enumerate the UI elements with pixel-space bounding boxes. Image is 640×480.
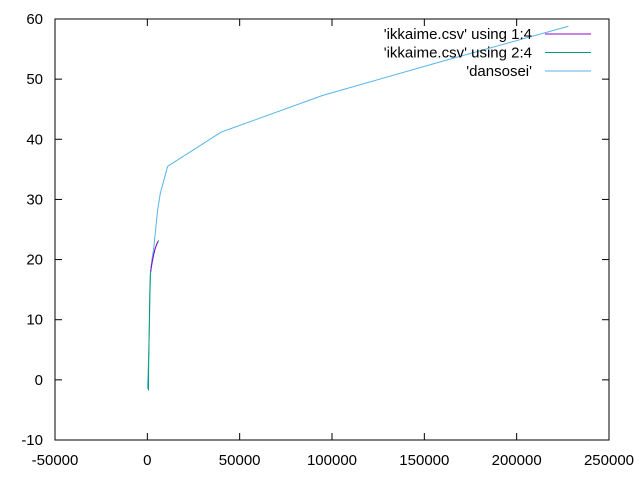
y-tick-label: 20 xyxy=(26,252,43,269)
y-tick-label: 0 xyxy=(35,372,43,389)
legend-label-2: 'ikkaime.csv' using 2:4 xyxy=(384,45,532,62)
legend: 'ikkaime.csv' using 1:4 'ikkaime.csv' usi… xyxy=(384,26,591,80)
series-lines xyxy=(146,25,569,391)
x-tick-label: 200000 xyxy=(492,452,542,469)
y-tick-label: -10 xyxy=(21,432,43,449)
x-tick-label: 50000 xyxy=(219,452,261,469)
y-tick-label: 10 xyxy=(26,312,43,329)
y-tick-label: 30 xyxy=(26,191,43,208)
legend-label-1: 'ikkaime.csv' using 1:4 xyxy=(384,26,532,43)
x-tick-label: 250000 xyxy=(584,452,634,469)
x-tick-label: 150000 xyxy=(399,452,449,469)
legend-label-3: 'dansosei' xyxy=(466,63,532,80)
series-line-3 xyxy=(146,25,569,389)
y-tick-label: 60 xyxy=(26,11,43,28)
x-tick-label: -50000 xyxy=(32,452,79,469)
y-tick-label: 50 xyxy=(26,71,43,88)
plot-frame xyxy=(54,18,610,441)
y-tick-label: 40 xyxy=(26,131,43,148)
axis-ticks: -50000 0 50000 100000 150000 200000 250000 -10 0… xyxy=(21,11,634,469)
x-tick-label: 0 xyxy=(143,452,151,469)
series-line-1 xyxy=(150,241,159,272)
x-tick-label: 100000 xyxy=(307,452,357,469)
